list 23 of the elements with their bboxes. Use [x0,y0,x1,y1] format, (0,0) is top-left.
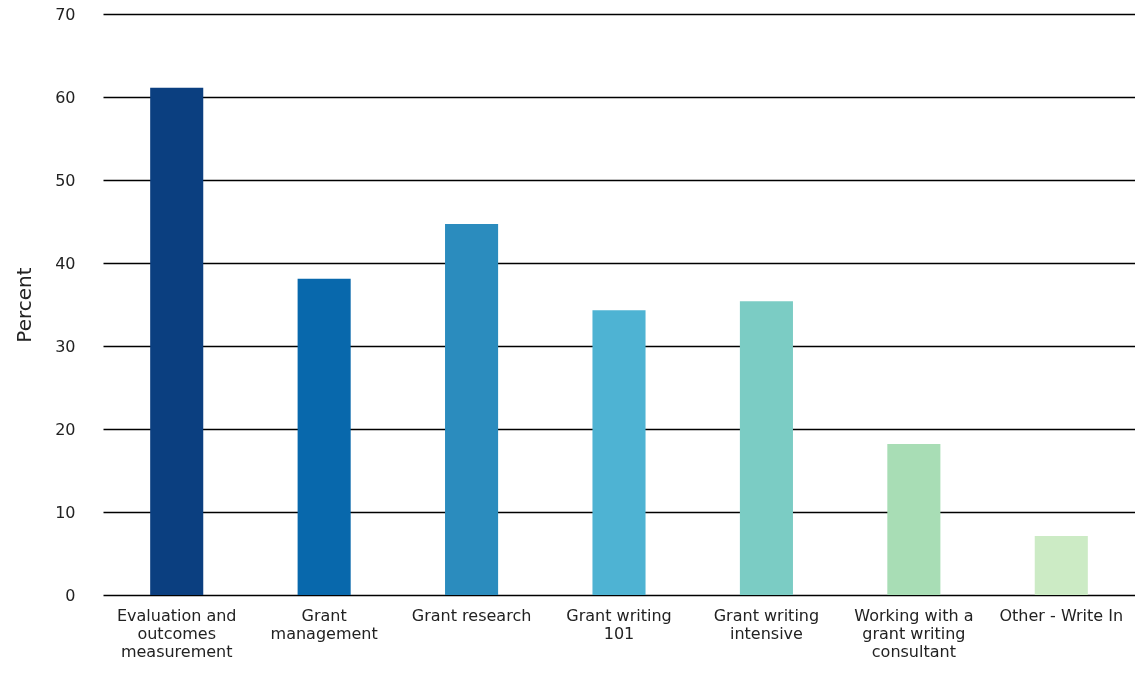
y-tick-label: 40 [55,253,76,273]
y-tick-label: 30 [55,336,76,356]
y-tick-label: 20 [55,419,76,439]
x-tick-label: Evaluation and outcomes measurement [116,605,237,661]
y-tick-label: 70 [55,4,76,24]
x-tick-label: Other - Write In [999,605,1124,625]
y-tick-label: 10 [55,502,76,522]
y-tick-label: 50 [55,170,76,190]
x-tick-label: Grant writing intensive [713,605,820,643]
bar [445,223,499,595]
bar [887,443,941,595]
y-tick-label: 0 [65,585,76,605]
bar [150,87,204,595]
y-axis-title: Percent [12,267,37,343]
x-tick-label: Working with a grant writing consultant [854,605,974,661]
bar [297,278,351,595]
x-tick-label: Grant management [270,605,378,643]
bar [592,310,646,595]
bar [1034,536,1088,595]
x-tick-label: Grant writing 101 [566,605,672,643]
x-tick-label: Grant research [411,605,532,625]
bar [739,301,793,595]
y-tick-label: 60 [55,87,76,107]
